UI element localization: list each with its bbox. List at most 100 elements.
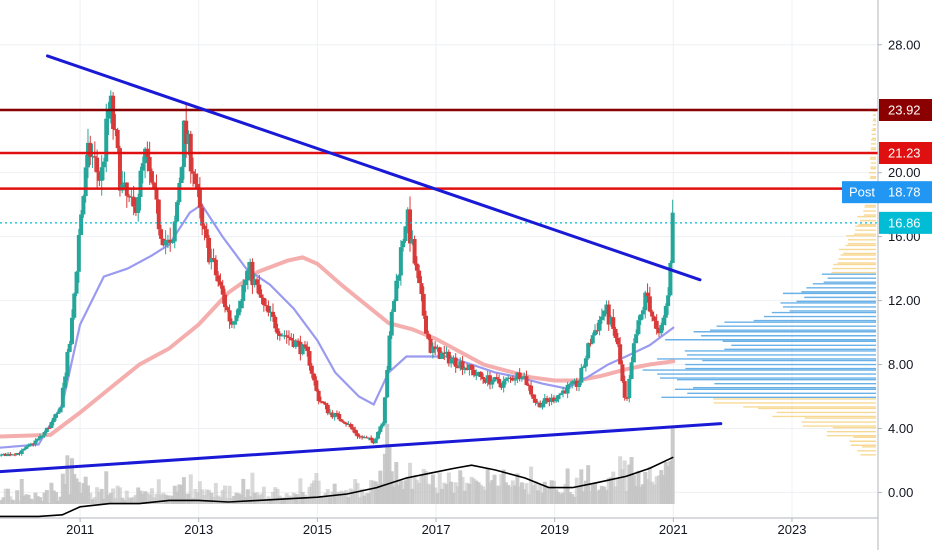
candle-body-172 — [392, 301, 397, 312]
candle-body-143 — [325, 404, 330, 414]
volume-bar-253 — [577, 486, 582, 504]
candle-body-246 — [561, 390, 566, 394]
volume-bar-161 — [366, 493, 371, 504]
candle-body-136 — [309, 365, 314, 374]
candle-body-78 — [177, 182, 182, 203]
volume-bar-96 — [218, 496, 223, 504]
volume-bar-224 — [510, 480, 515, 504]
candle-body-262 — [597, 319, 602, 331]
volume-bar-94 — [213, 482, 218, 504]
price-label-2: 18.78 — [888, 185, 921, 200]
candle-body-92 — [209, 258, 214, 263]
candle-body-176 — [401, 241, 406, 248]
volume-bar-87 — [197, 481, 202, 504]
trendlines[interactable] — [0, 54, 723, 474]
volume-bar-207 — [471, 478, 476, 504]
volume-bar-105 — [239, 494, 244, 504]
candle-body-52 — [117, 148, 122, 191]
candle-body-47 — [106, 110, 111, 119]
candle-body-129 — [293, 340, 298, 347]
candle-body-247 — [563, 390, 568, 394]
volume-bar-19 — [42, 492, 47, 504]
volume-bar-157 — [357, 497, 362, 504]
candle-body-252 — [574, 380, 579, 387]
candle-body-30 — [67, 343, 72, 352]
volume-bar-162 — [369, 480, 374, 504]
candle-body-118 — [268, 311, 273, 313]
candle-body-12 — [26, 444, 31, 447]
candle-body-242 — [551, 397, 556, 402]
volume-bar-234 — [533, 481, 538, 504]
y-tick-label-2: 20.00 — [888, 165, 921, 180]
candle-body-271 — [618, 344, 623, 365]
candle-body-282 — [643, 292, 648, 311]
volume-bar-271 — [618, 456, 623, 504]
volume-bar-81 — [184, 493, 189, 504]
candle-body-111 — [252, 279, 257, 286]
candle-body-104 — [236, 308, 241, 316]
volume-bar-191 — [435, 493, 440, 504]
volume-bar-190 — [433, 487, 438, 504]
volume-bar-201 — [458, 470, 463, 504]
horizontal-levels[interactable] — [0, 108, 878, 224]
volume-bar-251 — [572, 496, 577, 504]
candle-body-0 — [0, 454, 4, 456]
volume-bar-258 — [588, 491, 593, 504]
candle-body-76 — [172, 221, 177, 242]
candle-body-154 — [350, 427, 355, 430]
candle-body-106 — [241, 285, 246, 301]
volume-bar-218 — [497, 485, 502, 504]
candle-body-226 — [515, 372, 520, 380]
price-label-bg-3 — [879, 211, 932, 234]
volume-bar-145 — [330, 491, 335, 504]
candle-body-158 — [360, 436, 365, 438]
candle-body-33 — [74, 271, 79, 294]
candle-body-87 — [197, 189, 202, 208]
volume-bar-259 — [590, 484, 595, 504]
candle-body-284 — [647, 296, 652, 312]
volume-bar-261 — [595, 491, 600, 504]
volume-bar-196 — [446, 472, 451, 504]
volume-bar-159 — [362, 495, 367, 504]
candle-body-100 — [227, 310, 232, 322]
candle-body-27 — [60, 387, 65, 408]
candle-body-204 — [465, 367, 470, 371]
candle-body-75 — [170, 241, 175, 243]
candle-body-205 — [467, 364, 472, 371]
price-label-bg-1 — [879, 142, 932, 165]
volume-bar-27 — [60, 473, 65, 504]
volume-bar-212 — [483, 489, 488, 504]
candle-body-121 — [275, 328, 280, 334]
candle-body-22 — [49, 422, 54, 428]
candle-body-251 — [572, 380, 577, 382]
volume-bar-78 — [177, 484, 182, 504]
candle-body-193 — [439, 352, 444, 359]
volume-bar-266 — [606, 477, 611, 504]
volume-bar-35 — [79, 493, 84, 504]
volume-bar-85 — [193, 488, 198, 504]
candle-body-130 — [296, 340, 301, 342]
candle-body-132 — [300, 344, 305, 355]
volume-bar-141 — [321, 496, 326, 504]
candle-body-274 — [624, 397, 629, 399]
candle-body-278 — [634, 334, 639, 344]
candle-body-120 — [273, 316, 278, 329]
volume-bar-213 — [485, 467, 490, 504]
candle-body-45 — [101, 161, 106, 168]
volume-bar-231 — [526, 493, 531, 504]
candle-body-222 — [506, 377, 511, 379]
volume-bar-59 — [133, 494, 138, 504]
candle-body-102 — [232, 321, 237, 325]
candle-body-16 — [35, 438, 40, 441]
candle-body-4 — [8, 453, 13, 456]
candle-body-43 — [97, 172, 102, 181]
volume-bar-12 — [26, 494, 31, 504]
volume-bar-76 — [172, 485, 177, 504]
volume-bar-269 — [613, 486, 618, 504]
candle-body-148 — [337, 413, 342, 420]
candle-body-17 — [38, 436, 43, 439]
candle-body-289 — [659, 325, 664, 334]
volume-bar-52 — [117, 487, 122, 504]
volume-bar-80 — [181, 477, 186, 504]
